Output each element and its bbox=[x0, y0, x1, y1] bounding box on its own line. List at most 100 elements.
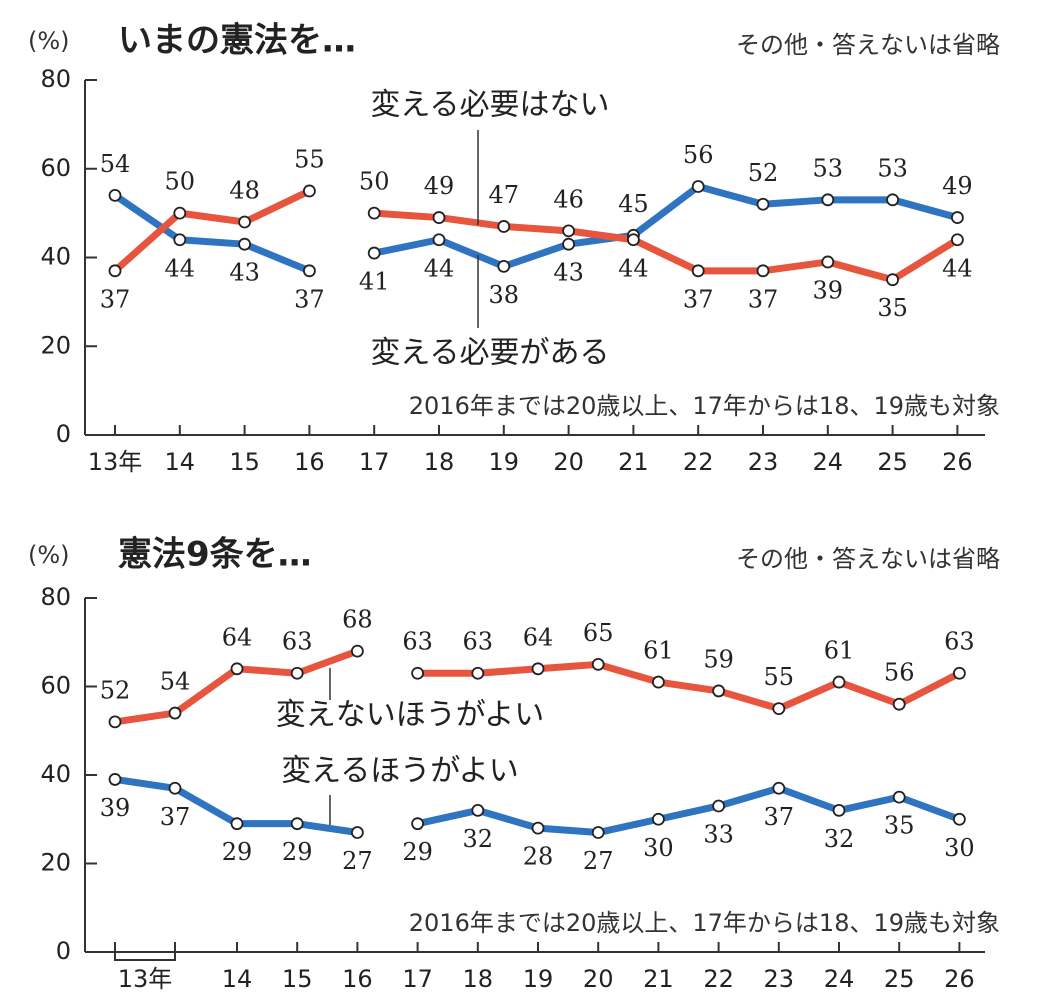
point bbox=[953, 666, 966, 680]
data-label: 54 bbox=[100, 150, 131, 178]
data-label: 30 bbox=[944, 834, 975, 862]
y-tick-label: 80 bbox=[40, 583, 71, 611]
data-label: 29 bbox=[402, 838, 433, 866]
point bbox=[350, 644, 364, 658]
point bbox=[832, 804, 846, 817]
y-tick-label: 0 bbox=[56, 420, 71, 448]
data-label: 44 bbox=[618, 254, 649, 282]
data-label: 30 bbox=[643, 834, 674, 862]
point bbox=[531, 821, 545, 835]
x-tick-label: 26 bbox=[942, 448, 973, 476]
data-label: 29 bbox=[282, 838, 313, 866]
point bbox=[108, 188, 122, 202]
data-label: 48 bbox=[229, 177, 260, 205]
point bbox=[531, 662, 545, 676]
point bbox=[471, 804, 485, 817]
data-label: 49 bbox=[942, 172, 973, 200]
point bbox=[756, 264, 770, 278]
point bbox=[712, 799, 725, 813]
unit-label: (%) bbox=[28, 541, 70, 569]
point bbox=[756, 197, 770, 211]
x-tick-label: 20 bbox=[553, 448, 584, 476]
data-label: 63 bbox=[463, 628, 494, 656]
data-label: 33 bbox=[703, 820, 734, 848]
point bbox=[432, 211, 446, 224]
x-tick-label: 24 bbox=[813, 448, 844, 476]
data-label: 43 bbox=[229, 259, 260, 287]
data-label: 37 bbox=[748, 285, 779, 313]
x-tick-label: 15 bbox=[282, 965, 313, 993]
point bbox=[367, 246, 381, 260]
point bbox=[497, 259, 511, 273]
x-tick-label: 16 bbox=[294, 448, 325, 476]
data-label: 52 bbox=[100, 676, 131, 704]
x-tick-label: 15 bbox=[229, 448, 260, 476]
data-label: 63 bbox=[282, 628, 313, 656]
point bbox=[367, 206, 381, 220]
point bbox=[886, 273, 899, 287]
point bbox=[772, 781, 786, 795]
data-label: 61 bbox=[824, 637, 855, 665]
point bbox=[302, 184, 316, 198]
series-line bbox=[373, 183, 959, 270]
data-label: 63 bbox=[944, 628, 975, 656]
point bbox=[652, 812, 665, 826]
series-line bbox=[112, 187, 311, 274]
x-tick-label: 20 bbox=[583, 965, 614, 993]
x-tick-label: 21 bbox=[643, 965, 674, 993]
point bbox=[411, 666, 425, 680]
point bbox=[302, 264, 316, 278]
x-tick-label: 13年 bbox=[88, 448, 143, 476]
y-tick-label: 0 bbox=[56, 937, 71, 965]
data-label: 37 bbox=[160, 803, 191, 831]
y-tick-label: 40 bbox=[40, 243, 71, 271]
x-tick-label: 14 bbox=[222, 965, 253, 993]
point bbox=[230, 817, 244, 831]
data-label: 46 bbox=[553, 185, 584, 213]
point bbox=[173, 206, 187, 220]
series-line bbox=[417, 660, 962, 713]
y-tick-label: 60 bbox=[40, 154, 71, 182]
x-tick-label: 21 bbox=[618, 448, 649, 476]
x-tick-label: 26 bbox=[944, 965, 975, 993]
point bbox=[821, 255, 835, 269]
unit-label: (%) bbox=[28, 27, 70, 55]
point bbox=[691, 264, 705, 278]
data-label: 35 bbox=[877, 294, 908, 322]
y-tick-label: 60 bbox=[40, 672, 71, 700]
chart-title: いまの憲法を… bbox=[118, 21, 356, 61]
data-label: 50 bbox=[359, 168, 390, 196]
data-label: 47 bbox=[489, 181, 520, 209]
data-label: 27 bbox=[342, 847, 373, 875]
point bbox=[108, 715, 122, 729]
y-tick-label: 40 bbox=[40, 760, 71, 788]
data-label: 41 bbox=[359, 268, 390, 296]
series-annotation: 変える必要はない bbox=[370, 88, 609, 123]
x-tick-label: 23 bbox=[748, 448, 779, 476]
point bbox=[432, 233, 446, 247]
data-label: 45 bbox=[618, 190, 649, 218]
point bbox=[562, 224, 575, 238]
y-tick-label: 20 bbox=[40, 849, 71, 877]
point bbox=[591, 657, 605, 671]
data-label: 32 bbox=[824, 825, 855, 853]
data-label: 38 bbox=[489, 281, 520, 309]
point bbox=[951, 233, 964, 247]
point bbox=[821, 193, 835, 207]
point bbox=[230, 662, 244, 676]
point bbox=[892, 697, 906, 711]
point bbox=[350, 826, 364, 839]
point bbox=[238, 215, 252, 229]
x-tick-label: 25 bbox=[884, 965, 915, 993]
x-tick-label: 22 bbox=[683, 448, 714, 476]
x-tick-label: 18 bbox=[463, 965, 494, 993]
x-tick-label: 17 bbox=[402, 965, 433, 993]
data-label: 50 bbox=[165, 168, 196, 196]
data-label: 49 bbox=[424, 172, 455, 200]
x-tick-label: 19 bbox=[523, 965, 554, 993]
point bbox=[108, 264, 122, 278]
x-tick-label: 14 bbox=[165, 448, 196, 476]
y-tick-label: 20 bbox=[40, 331, 71, 359]
point bbox=[627, 233, 640, 247]
